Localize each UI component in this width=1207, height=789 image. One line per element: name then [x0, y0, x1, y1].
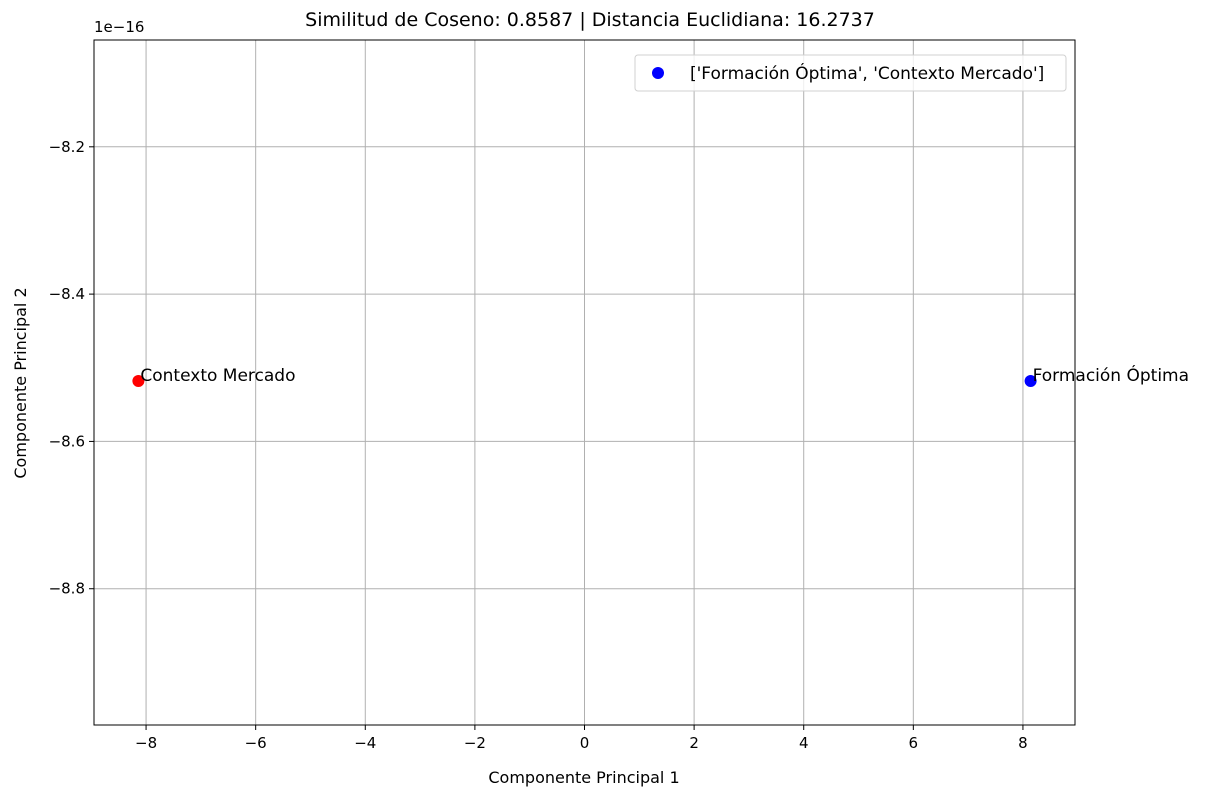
legend-entry-label: ['Formación Óptima', 'Contexto Mercado']: [690, 62, 1044, 84]
x-tick-label: 2: [689, 734, 699, 752]
legend-box: [634, 54, 1067, 92]
x-tick-label: −6: [245, 734, 267, 752]
grid-lines: [94, 40, 1075, 725]
x-tick-label: 8: [1018, 734, 1028, 752]
x-tick-label: 0: [580, 734, 590, 752]
chart-title: Similitud de Coseno: 0.8587 | Distancia …: [305, 9, 875, 31]
data-points: Contexto Mercado Formación Óptima: [132, 364, 1189, 388]
x-axis-ticks: −8 −6 −4 −2 0 2 4 6 8: [135, 725, 1028, 752]
y-axis-ticks: −8.2 −8.4 −8.6 −8.8: [49, 138, 94, 598]
x-tick-label: 4: [799, 734, 809, 752]
y-tick-label: −8.4: [49, 285, 85, 303]
x-axis-label: Componente Principal 1: [488, 768, 679, 787]
x-tick-label: −2: [464, 734, 486, 752]
y-axis-offset-label: 1e−16: [94, 18, 144, 36]
legend-marker: [652, 67, 664, 79]
legend: ['Formación Óptima', 'Contexto Mercado']: [634, 54, 1067, 92]
x-tick-label: −4: [354, 734, 376, 752]
y-tick-label: −8.6: [49, 432, 85, 450]
point-label: Formación Óptima: [1033, 364, 1189, 386]
x-tick-label: −8: [135, 734, 157, 752]
scatter-point: [132, 375, 145, 388]
y-tick-label: −8.2: [49, 138, 85, 156]
y-axis-label: Componente Principal 2: [11, 287, 30, 478]
scatter-point: [1024, 375, 1037, 388]
y-tick-label: −8.8: [49, 580, 85, 598]
point-label: Contexto Mercado: [140, 366, 295, 386]
x-tick-label: 6: [909, 734, 919, 752]
